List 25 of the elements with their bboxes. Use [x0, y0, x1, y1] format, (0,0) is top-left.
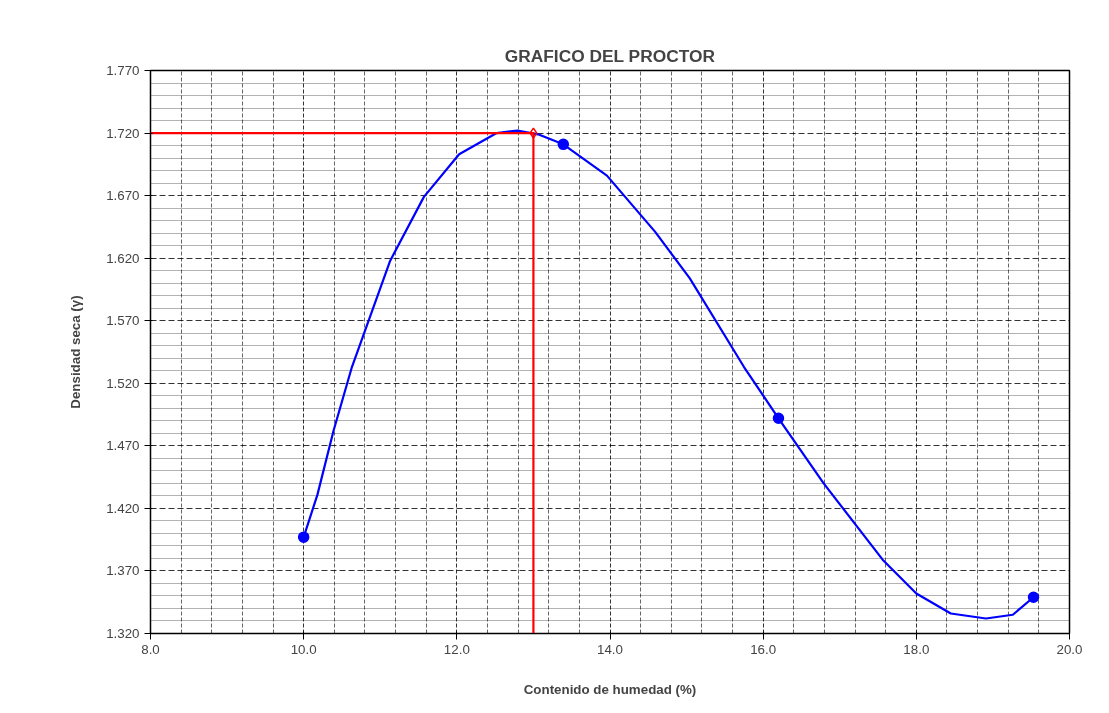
y-tick-label: 1.470 [106, 438, 140, 454]
x-tick-label: 20.0 [1056, 641, 1083, 657]
point [297, 531, 310, 543]
x-tick-label: 14.0 [597, 641, 623, 657]
y-tick-label: 1.570 [106, 313, 140, 329]
x-tick-label: 12.0 [443, 641, 470, 657]
point [772, 412, 785, 425]
y-tick-label: 1.420 [106, 500, 140, 516]
y-tick-label: 1.620 [106, 250, 140, 266]
point [557, 138, 570, 151]
x-tick-label: 10.0 [290, 641, 317, 657]
chart-title: GRAFICO DEL PROCTOR [504, 45, 716, 66]
x-tick-label: 8.0 [141, 641, 160, 657]
y-tick-label: 1.320 [106, 626, 140, 641]
point [529, 127, 538, 139]
y-tick-label: 1.520 [106, 375, 140, 391]
y-tick-label: 1.670 [106, 188, 140, 204]
y-tick-label: 1.370 [106, 563, 140, 579]
x-tick-label: 16.0 [750, 641, 777, 657]
y-tick-label: 1.720 [106, 125, 140, 141]
x-axis-title: Contenido de humedad (%) [523, 681, 697, 697]
y-tick-label: 1.770 [106, 63, 140, 78]
point [1027, 591, 1040, 603]
x-tick-label: 18.0 [903, 641, 930, 657]
y-axis-title: Densidad seca (γ) [68, 295, 84, 409]
